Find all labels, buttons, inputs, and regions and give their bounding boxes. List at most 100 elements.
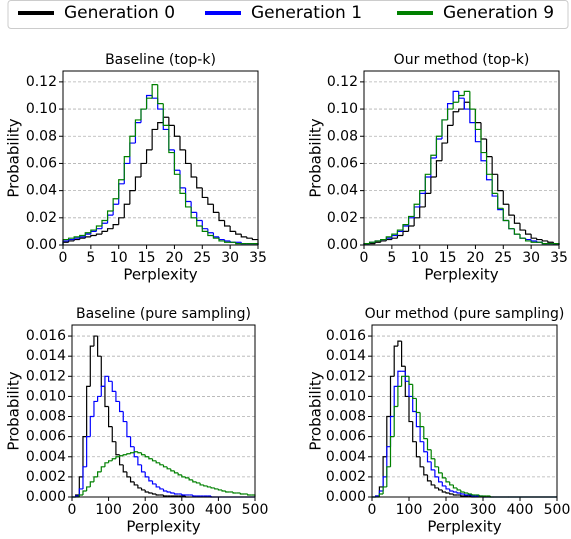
x-axis-label: Perplexity <box>123 266 197 284</box>
histogram-step <box>452 490 458 493</box>
histogram-step <box>196 217 203 227</box>
histogram-step <box>73 236 80 239</box>
histogram-step <box>159 462 164 466</box>
y-tick-label: 0.006 <box>326 429 366 445</box>
histogram-step <box>519 223 526 231</box>
histogram-step <box>368 241 376 244</box>
histogram-step <box>423 466 428 476</box>
histogram-step <box>491 156 498 175</box>
histogram-step <box>203 484 208 487</box>
histogram-step <box>89 345 94 387</box>
histogram-step <box>159 486 164 490</box>
histogram-step <box>412 396 417 413</box>
histogram-step <box>423 441 428 453</box>
histogram-step <box>129 135 136 157</box>
histogram-step <box>122 454 127 456</box>
histogram-step <box>218 238 225 242</box>
histogram-step <box>401 341 406 367</box>
histogram-step <box>430 449 435 460</box>
histogram-step <box>170 491 175 494</box>
histogram-step <box>513 228 520 235</box>
x-tick-label: 200 <box>433 502 460 518</box>
histogram-step <box>380 240 387 243</box>
x-tick-label: 15 <box>138 250 156 266</box>
histogram-step <box>123 162 130 184</box>
histogram-step <box>212 204 219 213</box>
histogram-step <box>67 237 75 240</box>
histogram-step <box>62 240 69 245</box>
histogram-step <box>469 109 476 124</box>
histogram-step <box>78 494 83 497</box>
histogram-step <box>137 484 142 489</box>
histogram-step <box>126 471 131 478</box>
axes-frame <box>363 70 560 246</box>
histogram-step <box>111 381 116 392</box>
histogram-step <box>101 222 108 229</box>
histogram-step <box>90 234 97 237</box>
histogram-step <box>223 240 231 243</box>
legend-label: Generation 0 <box>64 3 175 23</box>
histogram-step <box>129 142 136 164</box>
histogram-step <box>112 203 119 216</box>
axes-frame <box>62 70 259 246</box>
histogram-step <box>452 484 458 489</box>
histogram-step <box>430 154 437 175</box>
histogram-step <box>97 336 102 357</box>
histogram-step <box>415 411 421 428</box>
histogram-step <box>463 98 470 110</box>
x-tick-label: 10 <box>411 250 429 266</box>
histogram-step <box>73 238 80 241</box>
histogram-step <box>162 464 168 468</box>
histogram-step <box>162 488 168 492</box>
histogram-step <box>184 149 192 165</box>
histogram-step <box>148 476 153 482</box>
chart-title: Baseline (pure sampling) <box>76 306 251 322</box>
histogram-step <box>201 187 208 199</box>
histogram-step <box>415 441 421 458</box>
histogram-step <box>90 229 97 233</box>
histogram-step <box>374 240 381 243</box>
histogram-step <box>382 476 387 491</box>
histogram-step <box>123 156 130 180</box>
histogram-step <box>434 469 439 478</box>
histogram-step <box>452 111 459 126</box>
histogram-step <box>168 117 175 126</box>
y-tick-label: 0.006 <box>26 429 66 445</box>
histogram-step <box>162 109 169 131</box>
x-tick-label: 500 <box>242 502 269 518</box>
histogram-step <box>449 481 454 486</box>
histogram-step <box>179 170 186 189</box>
histogram-step <box>162 103 169 126</box>
histogram-step <box>173 149 180 171</box>
histogram-step <box>508 204 515 216</box>
x-tick-label: 25 <box>494 250 512 266</box>
histogram-step <box>434 458 439 468</box>
histogram-step <box>438 487 443 491</box>
y-tick-label: 0.012 <box>26 368 66 384</box>
histogram-step <box>112 224 119 229</box>
x-tick-label: 300 <box>168 502 195 518</box>
histogram-step <box>235 242 242 245</box>
histogram-step <box>389 436 395 467</box>
histogram-step <box>168 129 175 151</box>
histogram-step <box>407 215 415 225</box>
histogram-step <box>79 236 86 239</box>
histogram-step <box>173 492 179 495</box>
histogram-step <box>140 464 146 473</box>
histogram-step <box>463 101 470 110</box>
histogram-step <box>111 458 116 461</box>
histogram-step <box>129 190 136 205</box>
x-tick-label: 35 <box>249 250 267 266</box>
histogram-step <box>408 396 413 423</box>
histogram-step <box>401 375 406 387</box>
histogram-step <box>190 163 197 178</box>
histogram-step <box>212 235 219 239</box>
x-tick-label: 35 <box>550 250 568 266</box>
histogram-step <box>101 230 108 235</box>
histogram-step <box>541 242 548 245</box>
histogram-step <box>210 486 215 489</box>
histogram-step <box>536 238 543 241</box>
histogram-step <box>519 234 526 239</box>
histogram-step <box>90 230 97 235</box>
histogram-step <box>424 173 431 191</box>
